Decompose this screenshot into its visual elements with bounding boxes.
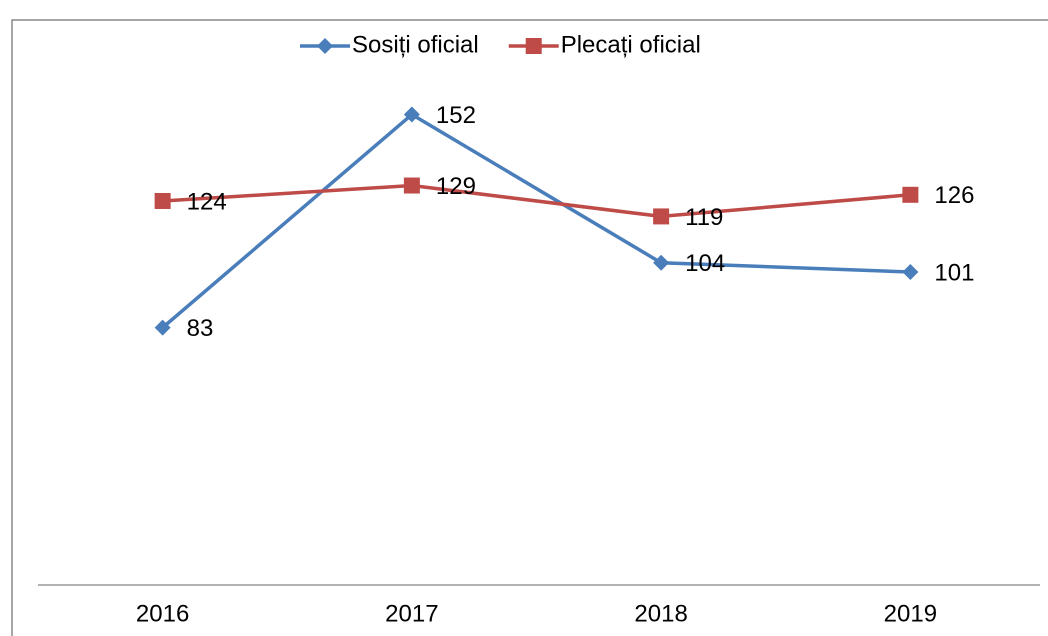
data-label: 129	[436, 173, 476, 200]
data-point	[653, 254, 670, 271]
series-line	[162, 183, 911, 219]
data-point	[902, 264, 919, 281]
data-label: 124	[187, 188, 227, 215]
data-label: 152	[436, 102, 476, 129]
x-tick-label: 2017	[385, 600, 438, 627]
data-label: 126	[934, 182, 974, 209]
legend-label: Plecați oficial	[561, 31, 701, 58]
data-point	[653, 208, 670, 225]
data-label: 101	[934, 259, 974, 286]
data-point	[154, 319, 171, 336]
data-label: 83	[187, 315, 214, 342]
series-line	[161, 112, 911, 329]
legend-marker	[525, 38, 542, 54]
data-point	[403, 177, 420, 194]
data-point	[403, 106, 420, 123]
chart-frame	[11, 19, 1048, 636]
x-tick-label: 2018	[634, 600, 687, 627]
legend-marker	[317, 38, 333, 54]
x-tick-label: 2019	[884, 600, 937, 627]
legend-label: Sosiți oficial	[352, 31, 479, 58]
data-label: 104	[685, 250, 725, 277]
data-point	[902, 186, 919, 203]
data-point	[154, 192, 171, 209]
data-label: 119	[685, 204, 723, 231]
x-tick-label: 2016	[136, 600, 189, 627]
